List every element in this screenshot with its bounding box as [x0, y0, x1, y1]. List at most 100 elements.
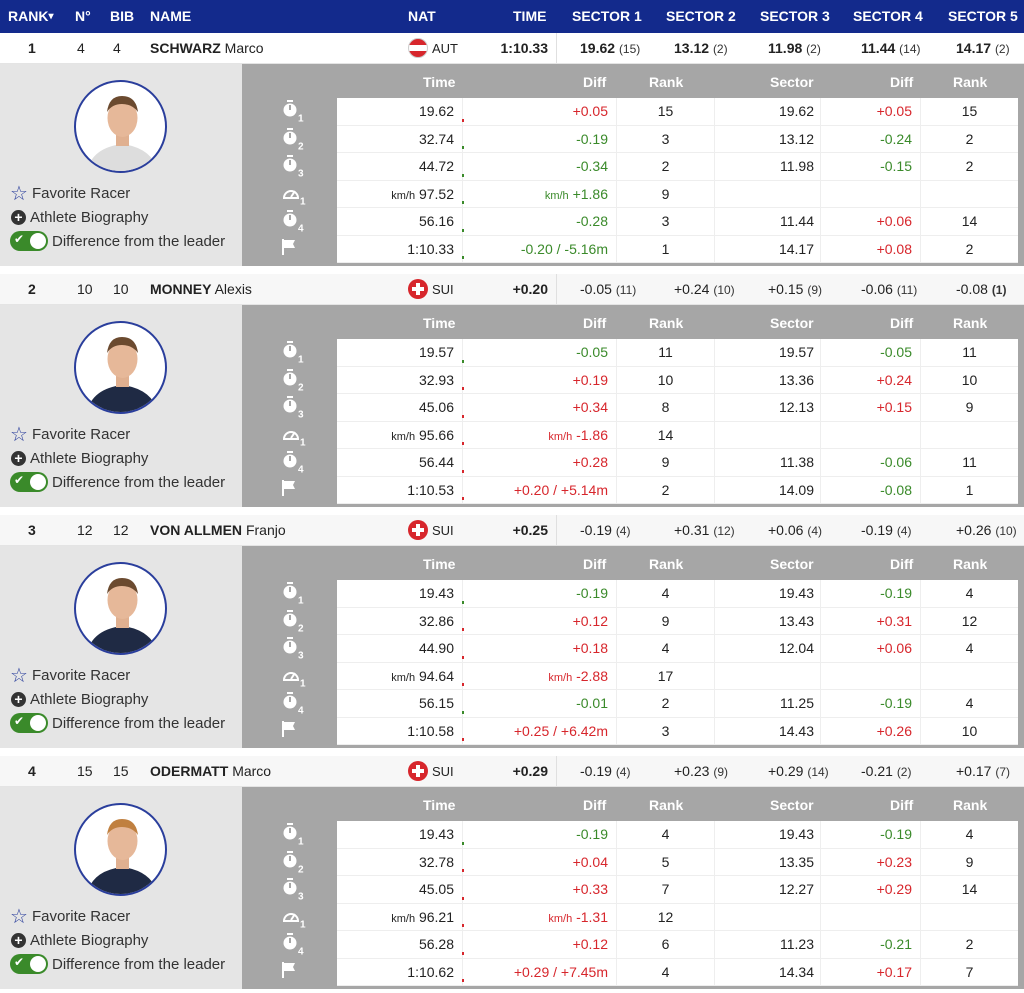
col-name[interactable]: NAME	[150, 8, 192, 24]
racer-name[interactable]: VON ALLMEN Franjo	[150, 515, 286, 546]
col-rank[interactable]: RANK▾	[8, 8, 54, 24]
split-row: 19.43 -0.19 4 19.43 -0.19 4	[337, 580, 1018, 608]
toggle-switch[interactable]	[10, 713, 48, 733]
col-no[interactable]: N°	[75, 8, 91, 24]
split-time: 1:10.62	[337, 958, 464, 985]
athlete-photo	[74, 80, 167, 173]
sector-diff	[821, 421, 921, 448]
racer-last-name: VON ALLMEN	[150, 522, 243, 538]
col-bib[interactable]: BIB	[110, 8, 135, 24]
sector-rank: 7	[965, 963, 974, 980]
split-time: 32.74	[337, 125, 464, 152]
split-row: 45.05 +0.33 7 12.27 +0.29 14	[337, 876, 1018, 904]
th-time: Time	[423, 556, 456, 572]
racer-row[interactable]: 2 10 10 MONNEY Alexis SUI +0.20 -0.05 (1…	[0, 274, 1024, 305]
stopwatch-icon: 2	[282, 849, 312, 877]
racer-rank: 1	[28, 40, 36, 56]
sector-3-value: +0.06 (4)	[768, 522, 822, 538]
sector-diff: -0.19	[821, 580, 921, 607]
racer-bib: 10	[113, 281, 129, 297]
stopwatch-icon: 4	[282, 449, 312, 477]
split-diff: km/h +1.86	[463, 180, 617, 207]
diff-marker	[462, 841, 464, 845]
sector-time: 11.44	[715, 208, 821, 235]
racer-name[interactable]: ODERMATT Marco	[150, 756, 271, 787]
th-rank: Rank	[649, 556, 684, 572]
difference-toggle[interactable]: Difference from the leader	[10, 954, 225, 974]
stopwatch-icon: 3	[282, 635, 312, 663]
splits-panel: Time Diff Rank Sector Diff Rank 1 2 3 1 4 19.…	[242, 64, 1024, 266]
col-sector-1[interactable]: SECTOR 1	[572, 8, 642, 24]
split-time: 32.78	[337, 848, 464, 875]
col-nat[interactable]: NAT	[408, 8, 436, 24]
sector-rank	[921, 422, 1018, 449]
split-rank: 9	[617, 607, 715, 634]
favorite-racer-link[interactable]: ☆ Favorite Racer	[10, 182, 131, 205]
sector-diff	[821, 662, 921, 689]
col-sector-3[interactable]: SECTOR 3	[760, 8, 830, 24]
athlete-biography-link[interactable]: + Athlete Biography	[11, 209, 148, 226]
split-diff: km/h -2.88	[463, 662, 617, 689]
split-time: 19.62	[337, 98, 464, 125]
toggle-switch[interactable]	[10, 954, 48, 974]
split-row: km/h 97.52 km/h +1.86 9	[337, 180, 1018, 208]
sector-2-value: +0.24 (10)	[674, 281, 735, 297]
sector-diff: +0.15	[821, 394, 921, 421]
racer-name[interactable]: MONNEY Alexis	[150, 274, 252, 305]
sector-time: 19.43	[715, 821, 821, 848]
diff-marker	[462, 173, 464, 177]
athlete-biography-link[interactable]: + Athlete Biography	[11, 691, 148, 708]
racer-name[interactable]: SCHWARZ Marco	[150, 33, 264, 64]
racer-row[interactable]: 3 12 12 VON ALLMEN Franjo SUI +0.25 -0.1…	[0, 515, 1024, 546]
finish-icon	[282, 236, 312, 264]
split-time: km/h 96.21	[337, 903, 464, 930]
col-sector-4[interactable]: SECTOR 4	[853, 8, 923, 24]
sector-diff: +0.24	[821, 366, 921, 393]
favorite-racer-link[interactable]: ☆ Favorite Racer	[10, 423, 131, 446]
sector-3-value: +0.29 (14)	[768, 763, 829, 779]
difference-toggle[interactable]: Difference from the leader	[10, 713, 225, 733]
split-time: 1:10.53	[337, 476, 464, 503]
athlete-biography-link[interactable]: + Athlete Biography	[11, 450, 148, 467]
favorite-racer-link[interactable]: ☆ Favorite Racer	[10, 664, 131, 687]
split-row: 56.44 +0.28 9 11.38 -0.06 11	[337, 449, 1018, 477]
split-time: 56.16	[337, 208, 464, 235]
star-icon: ☆	[10, 664, 28, 687]
split-rank: 14	[617, 421, 715, 448]
diff-marker	[462, 146, 464, 149]
split-time: 45.05	[337, 876, 464, 903]
sector-4-value: 11.44 (14)	[861, 40, 921, 56]
favorite-racer-link[interactable]: ☆ Favorite Racer	[10, 905, 131, 928]
toggle-switch[interactable]	[10, 472, 48, 492]
col-sector-5[interactable]: SECTOR 5	[948, 8, 1018, 24]
star-icon: ☆	[10, 423, 28, 446]
col-sector-2[interactable]: SECTOR 2	[666, 8, 736, 24]
racer-nat: SUI	[408, 756, 454, 787]
diff-marker	[462, 738, 464, 741]
split-row: km/h 96.21 km/h -1.31 12	[337, 903, 1018, 931]
col-time[interactable]: TIME	[513, 8, 547, 24]
racer-row[interactable]: 1 4 4 SCHWARZ Marco AUT 1:10.33 19.62 (1…	[0, 33, 1024, 64]
racer-nat: SUI	[408, 274, 454, 305]
split-rank: 3	[617, 125, 715, 152]
split-rank: 3	[617, 208, 715, 235]
racer-last-name: ODERMATT	[150, 763, 229, 779]
split-time: 44.90	[337, 635, 464, 662]
split-row: 19.43 -0.19 4 19.43 -0.19 4	[337, 821, 1018, 849]
racer-first-name: Alexis	[214, 281, 252, 297]
split-rank: 6	[617, 931, 715, 958]
split-rank: 1	[617, 235, 715, 262]
th-sector-rank: Rank	[953, 556, 988, 572]
athlete-biography-link[interactable]: + Athlete Biography	[11, 932, 148, 949]
difference-toggle[interactable]: Difference from the leader	[10, 472, 225, 492]
toggle-switch[interactable]	[10, 231, 48, 251]
splits-table: 19.62 +0.05 15 19.62 +0.05 15 32.74 -0.1…	[337, 98, 1018, 263]
split-rank: 2	[617, 476, 715, 503]
sector-3-value: +0.15 (9)	[768, 281, 822, 297]
sector-5-value: +0.17 (7)	[956, 763, 1010, 779]
split-rank: 15	[617, 98, 715, 125]
split-diff: km/h -1.31	[463, 903, 617, 930]
difference-toggle[interactable]: Difference from the leader	[10, 231, 225, 251]
sector-rank: 14	[961, 881, 978, 897]
racer-row[interactable]: 4 15 15 ODERMATT Marco SUI +0.29 -0.19 (…	[0, 756, 1024, 787]
